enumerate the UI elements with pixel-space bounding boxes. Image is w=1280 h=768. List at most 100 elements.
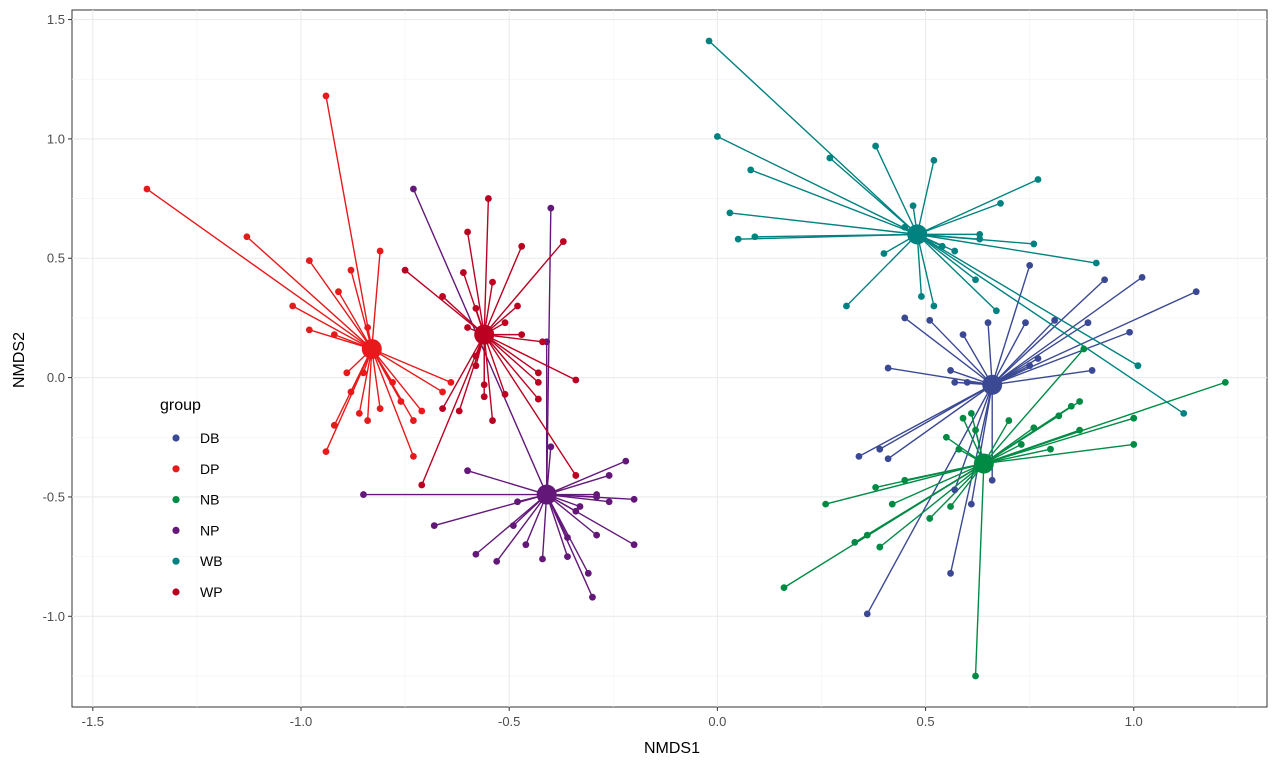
segment-wp [421,334,485,486]
point-wp [464,324,471,331]
segment-wp [483,334,539,400]
point-dp [397,398,405,405]
point-nb [1047,445,1054,453]
y-tick-label: 0.0 [47,370,65,385]
point-nb [1017,441,1025,448]
point-dp [360,369,367,377]
segment-wp [466,231,485,335]
point-np [605,498,613,506]
point-wp [472,362,480,370]
segment-db [887,384,993,460]
segment-np [546,494,594,598]
point-db [1026,362,1034,370]
point-wp [480,381,488,389]
point-wb [930,302,938,310]
point-wb [705,37,713,45]
point-db [1034,355,1042,362]
point-nb [901,476,909,484]
point-np [564,553,571,561]
point-nb [967,410,975,417]
point-wb [726,209,734,217]
segment-wb [916,233,1139,367]
point-nb [1030,424,1038,432]
segment-dp [292,305,373,350]
segment-wb [916,234,935,307]
point-dp [343,369,351,377]
point-dp [322,448,330,455]
point-wb [1180,410,1188,417]
point-db [1088,367,1096,374]
segment-db [987,322,993,385]
y-tick-label: -1.0 [43,609,65,624]
x-tick-label: 0.0 [708,714,726,729]
segment-wb [917,233,1097,264]
legend-label-db: DB [200,430,219,446]
segment-db [929,319,993,386]
segment-wp [483,334,577,476]
segment-dp [358,348,373,414]
point-wp [559,238,567,245]
segment-np [546,493,635,501]
segment-wp [483,334,506,395]
segment-np [546,493,635,546]
y-axis-ticks: -1.0 -0.5 0.0 0.5 1.0 1.5 [43,12,72,624]
point-nb [1080,345,1088,353]
x-tick-label: 0.5 [917,714,935,729]
point-db [967,500,975,508]
point-nb [851,538,859,546]
segment-db [887,367,993,386]
x-tick-label: -1.5 [82,714,104,729]
segment-dp [146,188,373,350]
segment-np [496,494,548,562]
segment-wb [750,169,918,236]
point-wb [930,156,938,164]
centroid-np [536,484,557,505]
segment-np [546,494,569,557]
point-nb [955,445,963,453]
segment-wp [404,269,485,336]
point-nb [972,426,979,434]
point-wp [472,304,480,312]
segment-wp [483,334,539,374]
point-wp [539,338,546,346]
legend-key-nb [172,496,180,504]
segment-np [546,460,627,496]
segment-wb [754,233,918,238]
segment-wb [916,233,1185,414]
segment-dp [371,348,415,457]
segment-db [991,322,1027,386]
centroid-db [982,374,1003,395]
point-db [1051,316,1059,324]
point-dp [330,331,338,339]
point-np [605,472,613,479]
segment-nb [983,348,1085,464]
segment-dp [371,251,381,350]
segment-db [991,276,1143,386]
point-nb [1055,412,1063,420]
point-dp [347,266,355,274]
point-db [1084,319,1092,327]
point-np [547,443,555,451]
point-db [947,569,954,577]
point-nb [926,515,934,522]
legend-key-wp [172,588,180,596]
point-dp [376,405,384,413]
point-wb [909,202,917,210]
point-np [630,495,638,503]
y-tick-label: 1.0 [47,131,65,146]
point-db [1138,273,1146,281]
segment-dp [246,236,373,350]
point-np [589,593,596,601]
point-wp [572,376,580,384]
segment-wp [483,198,490,335]
point-wb [734,235,742,243]
segment-wb [708,40,918,235]
segment-db [992,369,1093,386]
point-db [926,316,934,324]
segment-wb [916,233,976,281]
y-tick-label: -0.5 [43,489,65,504]
segment-wb [916,160,935,235]
segment-nb [983,427,1035,465]
point-db [884,364,892,372]
